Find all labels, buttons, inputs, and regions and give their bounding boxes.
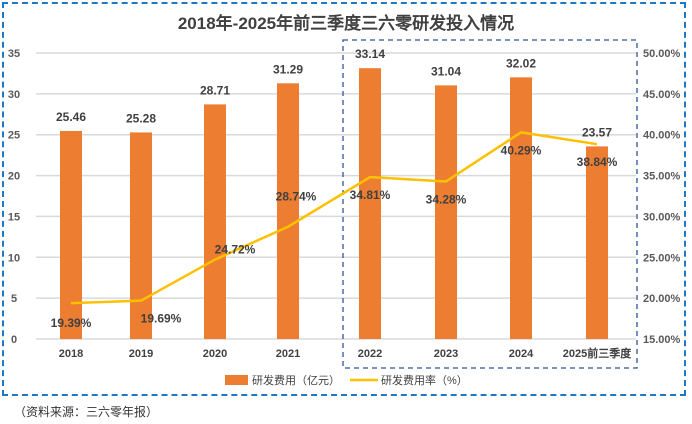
- y-right-tick-label: 30.00%: [643, 211, 681, 223]
- bar-data-label: 25.46: [56, 110, 86, 124]
- line-data-label: 38.84%: [577, 155, 618, 169]
- legend-line-label: 研发费用率（%）: [381, 373, 468, 387]
- bar-data-label: 31.29: [273, 62, 303, 76]
- x-tick-label: 2021: [276, 348, 300, 360]
- x-tick-label: 2019: [129, 348, 153, 360]
- bar-data-label: 31.04: [431, 64, 461, 78]
- line-data-label: 19.39%: [51, 316, 92, 330]
- legend-bar-swatch: [225, 375, 248, 385]
- bar-data-label: 28.71: [200, 83, 230, 97]
- y-right-tick-label: 15.00%: [643, 334, 681, 346]
- y-left-tick-label: 20: [8, 171, 20, 183]
- y-right-tick-label: 45.00%: [643, 89, 681, 101]
- x-tick-label: 2022: [358, 348, 382, 360]
- bar-data-label: 23.57: [582, 125, 612, 139]
- line-data-label: 34.28%: [426, 192, 467, 206]
- source-note: （资料来源：三六零年报）: [14, 405, 159, 419]
- outer-dashed-border: [2, 2, 686, 396]
- y-left-tick-label: 30: [8, 89, 20, 101]
- bar-2022: [359, 68, 381, 340]
- y-right-tick-label: 20.00%: [643, 293, 681, 305]
- x-tick-label: 2018: [59, 348, 83, 360]
- chart-svg: 2018年-2025年前三季度三六零研发投入情况 0 5 10 15 20 25 30 35 1…: [8, 13, 681, 387]
- line-data-label: 28.74%: [276, 190, 317, 204]
- y-left-tick-label: 35: [8, 48, 20, 60]
- y-right-tick-label: 35.00%: [643, 171, 681, 183]
- bar-data-label: 33.14: [355, 47, 385, 61]
- x-tick-label: 2025前三季度: [563, 346, 632, 360]
- x-tick-label: 2024: [509, 348, 534, 360]
- bar-2019: [130, 132, 152, 339]
- bar-2024: [510, 77, 532, 339]
- y-left-tick-label: 25: [8, 130, 20, 142]
- y-right-tick-label: 50.00%: [643, 48, 681, 60]
- chart-title: 2018年-2025年前三季度三六零研发投入情况: [178, 13, 514, 33]
- y-left-tick-label: 0: [11, 334, 17, 346]
- rate-line: [70, 131, 598, 305]
- legend-bar-label: 研发费用（亿元）: [252, 373, 340, 387]
- y-right-tick-label: 40.00%: [643, 130, 681, 142]
- bar-2021: [277, 83, 299, 339]
- x-tick-label: 2023: [434, 348, 458, 360]
- y-left-tick-label: 5: [11, 293, 17, 305]
- line-data-label: 34.81%: [350, 188, 391, 202]
- line-data-label: 40.29%: [501, 143, 542, 157]
- y-left-tick-label: 15: [8, 211, 20, 223]
- y-right-tick-label: 25.00%: [643, 252, 681, 264]
- bar-2020: [204, 104, 226, 339]
- bar-2018: [60, 130, 82, 339]
- bar-2023: [435, 85, 457, 339]
- y-left-tick-label: 10: [8, 252, 20, 264]
- line-data-label: 19.69%: [141, 312, 182, 326]
- line-data-label: 24.72%: [215, 243, 256, 257]
- x-tick-label: 2020: [203, 348, 227, 360]
- bar-data-label: 32.02: [506, 56, 536, 70]
- bar-2025前三季度: [586, 146, 608, 339]
- bar-data-label: 25.28: [126, 111, 156, 125]
- highlight-dashed-box: [342, 39, 638, 369]
